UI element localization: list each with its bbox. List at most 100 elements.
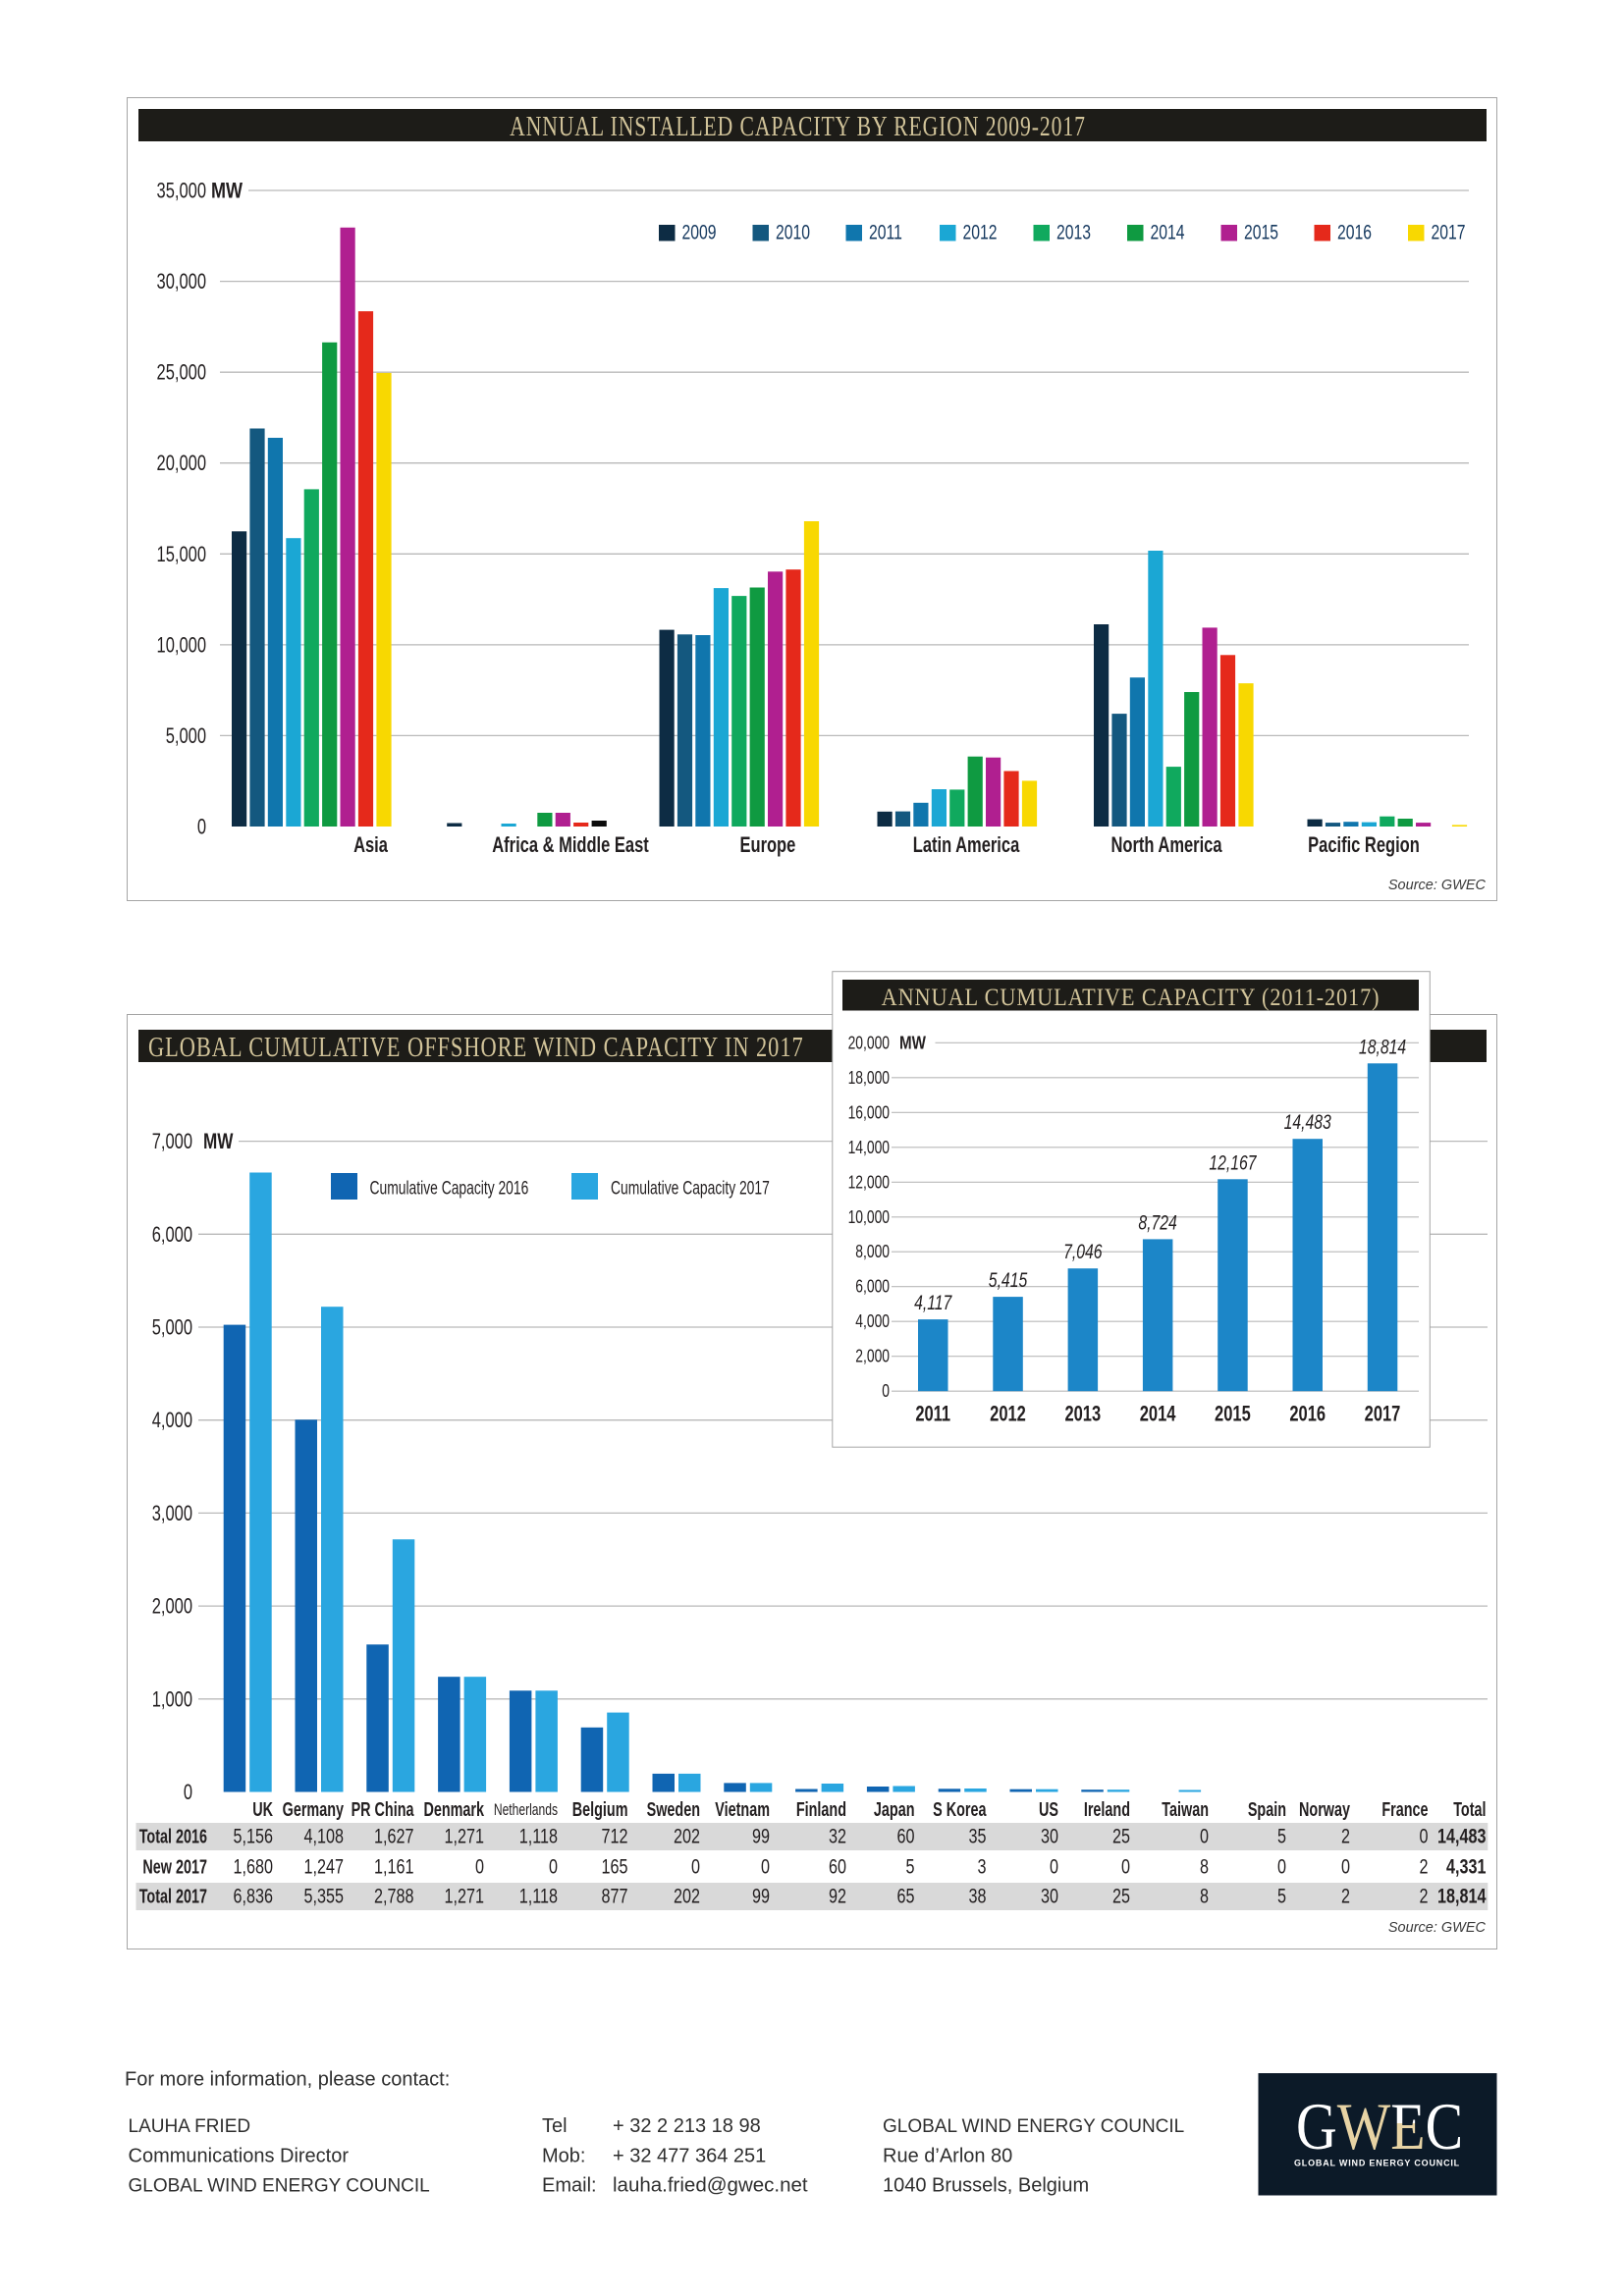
svg-text:North America: North America: [1110, 833, 1221, 858]
svg-text:99: 99: [752, 1824, 770, 1847]
svg-text:2012: 2012: [990, 1402, 1026, 1426]
svg-text:30: 30: [1041, 1884, 1058, 1907]
svg-text:25: 25: [1112, 1884, 1130, 1907]
svg-text:2: 2: [1420, 1854, 1429, 1878]
svg-text:14,483: 14,483: [1437, 1824, 1486, 1847]
svg-text:35: 35: [969, 1824, 987, 1847]
svg-text:60: 60: [829, 1854, 846, 1878]
svg-text:Netherlands: Netherlands: [494, 1801, 558, 1819]
svg-text:2016: 2016: [1337, 220, 1372, 243]
svg-text:Asia: Asia: [353, 833, 388, 858]
svg-text:0: 0: [882, 1381, 890, 1401]
svg-text:1,118: 1,118: [519, 1884, 558, 1907]
svg-text:Norway: Norway: [1299, 1798, 1350, 1821]
svg-text:65: 65: [897, 1884, 915, 1907]
svg-text:Rue d’Arlon 80: Rue d’Arlon 80: [883, 2146, 1012, 2167]
svg-text:3: 3: [978, 1854, 987, 1878]
svg-text:4,000: 4,000: [855, 1311, 890, 1331]
svg-text:202: 202: [674, 1884, 700, 1907]
svg-text:10,000: 10,000: [157, 633, 207, 658]
svg-text:1,247: 1,247: [304, 1854, 344, 1878]
svg-text:2014: 2014: [1140, 1402, 1176, 1426]
svg-text:2: 2: [1420, 1884, 1429, 1907]
svg-text:For more information, please c: For more information, please contact:: [125, 2069, 450, 2091]
svg-text:Vietnam: Vietnam: [715, 1798, 770, 1821]
svg-text:0: 0: [1277, 1854, 1286, 1878]
svg-text:Email:: Email:: [542, 2175, 597, 2197]
svg-text:60: 60: [897, 1824, 915, 1847]
svg-text:12,167: 12,167: [1209, 1150, 1257, 1174]
svg-text:1040 Brussels, Belgium: 1040 Brussels, Belgium: [883, 2175, 1089, 2197]
svg-text:GLOBAL WIND ENERGY COUNCIL: GLOBAL WIND ENERGY COUNCIL: [883, 2116, 1184, 2137]
svg-text:0: 0: [475, 1854, 484, 1878]
svg-text:1,161: 1,161: [374, 1854, 413, 1878]
svg-text:0: 0: [1200, 1824, 1209, 1847]
svg-text:25,000: 25,000: [157, 360, 207, 385]
svg-text:7,046: 7,046: [1063, 1240, 1103, 1263]
svg-text:14,000: 14,000: [848, 1138, 890, 1157]
svg-text:Source: GWEC: Source: GWEC: [1388, 1920, 1487, 1936]
svg-text:15,000: 15,000: [157, 543, 207, 567]
svg-text:38: 38: [969, 1884, 987, 1907]
svg-text:ANNUAL INSTALLED CAPACITY BY R: ANNUAL INSTALLED CAPACITY BY REGION 2009…: [510, 113, 1086, 142]
svg-text:ANNUAL CUMULATIVE CAPACITY (20: ANNUAL CUMULATIVE CAPACITY (2011-2017): [882, 985, 1380, 1011]
svg-text:New 2017: New 2017: [142, 1855, 207, 1878]
svg-text:Belgium: Belgium: [572, 1798, 628, 1821]
svg-text:2,000: 2,000: [855, 1347, 890, 1366]
svg-text:GLOBAL CUMULATIVE OFFSHORE WIN: GLOBAL CUMULATIVE OFFSHORE WIND CAPACITY…: [148, 1033, 804, 1063]
svg-text:1,271: 1,271: [445, 1824, 484, 1847]
svg-text:Communications Director: Communications Director: [129, 2146, 350, 2167]
svg-text:Cumulative Capacity 2016: Cumulative Capacity 2016: [370, 1177, 529, 1199]
svg-text:MW: MW: [899, 1033, 926, 1053]
svg-text:LAUHA FRIED: LAUHA FRIED: [129, 2116, 251, 2137]
svg-text:8: 8: [1200, 1884, 1209, 1907]
svg-text:Ireland: Ireland: [1084, 1798, 1130, 1821]
svg-text:1,118: 1,118: [519, 1824, 558, 1847]
svg-text:Latin America: Latin America: [913, 833, 1020, 858]
svg-text:Japan: Japan: [874, 1798, 915, 1821]
svg-text:0: 0: [1050, 1854, 1058, 1878]
svg-text:0: 0: [197, 815, 206, 839]
svg-text:Spain: Spain: [1248, 1798, 1286, 1821]
svg-text:5: 5: [1277, 1824, 1286, 1847]
svg-text:8,724: 8,724: [1138, 1210, 1176, 1234]
svg-text:2,000: 2,000: [152, 1594, 192, 1619]
svg-text:0: 0: [1341, 1854, 1350, 1878]
svg-text:MW: MW: [211, 180, 243, 203]
svg-text:MW: MW: [203, 1130, 234, 1154]
svg-text:18,000: 18,000: [848, 1068, 890, 1088]
svg-text:6,000: 6,000: [855, 1277, 890, 1297]
svg-text:8: 8: [1200, 1854, 1209, 1878]
svg-text:2016: 2016: [1289, 1402, 1326, 1426]
svg-text:7,000: 7,000: [152, 1130, 192, 1154]
svg-text:GWEC: GWEC: [1296, 2090, 1463, 2163]
svg-text:2017: 2017: [1365, 1402, 1401, 1426]
svg-text:99: 99: [752, 1884, 770, 1907]
svg-text:3,000: 3,000: [152, 1502, 192, 1526]
svg-text:20,000: 20,000: [848, 1033, 890, 1052]
svg-text:1,000: 1,000: [152, 1687, 192, 1712]
svg-text:6,836: 6,836: [234, 1884, 273, 1907]
svg-text:1,627: 1,627: [374, 1824, 413, 1847]
svg-text:2009: 2009: [682, 220, 717, 243]
svg-text:877: 877: [602, 1884, 628, 1907]
svg-text:UK: UK: [252, 1798, 273, 1821]
svg-text:Tel: Tel: [542, 2115, 568, 2137]
svg-text:5,000: 5,000: [166, 724, 206, 749]
svg-text:Total: Total: [1453, 1798, 1486, 1821]
svg-text:165: 165: [602, 1854, 628, 1878]
svg-text:6,000: 6,000: [152, 1223, 192, 1248]
svg-text:4,117: 4,117: [914, 1291, 952, 1314]
svg-text:0: 0: [761, 1854, 770, 1878]
svg-text:30,000: 30,000: [157, 270, 207, 294]
svg-text:35,000: 35,000: [157, 179, 207, 203]
svg-text:GLOBAL WIND ENERGY COUNCIL: GLOBAL WIND ENERGY COUNCIL: [1294, 2159, 1460, 2168]
svg-text:2013: 2013: [1064, 1402, 1101, 1426]
svg-text:0: 0: [691, 1854, 700, 1878]
svg-text:Europe: Europe: [739, 833, 795, 858]
svg-text:5: 5: [1277, 1884, 1286, 1907]
svg-text:S Korea: S Korea: [933, 1798, 987, 1821]
svg-text:10,000: 10,000: [848, 1207, 890, 1227]
svg-text:0: 0: [549, 1854, 558, 1878]
svg-text:+ 32 477 364 251: + 32 477 364 251: [613, 2146, 766, 2167]
